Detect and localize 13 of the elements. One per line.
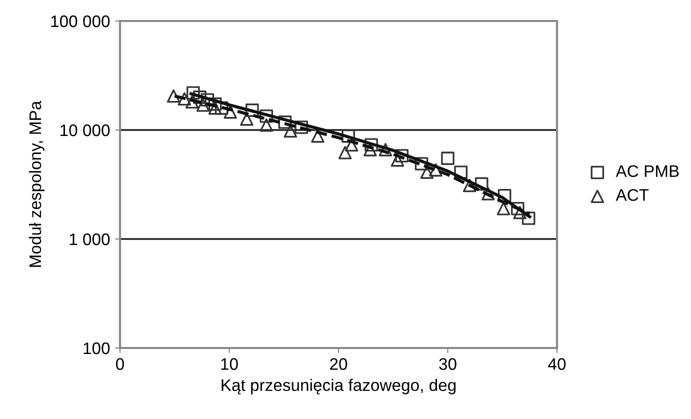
y-axis-title: Moduł zespolony, MPa <box>28 100 44 267</box>
legend-label: AC PMB <box>616 165 679 178</box>
y-tick-label: 100 <box>84 342 110 354</box>
x-axis-title: Kąt przesunięcia fazowego, deg <box>222 378 456 394</box>
x-tick-label: 10 <box>221 358 238 370</box>
legend-label: ACT <box>616 189 649 201</box>
y-tick-label: 1 000 <box>70 233 110 246</box>
y-tick-label: 100 000 <box>51 15 110 28</box>
x-tick-label: 20 <box>330 358 348 370</box>
x-tick-label: 0 <box>116 358 124 370</box>
x-tick-label: 30 <box>439 358 456 370</box>
x-tick-label: 40 <box>548 358 566 370</box>
y-tick-label: 10 000 <box>60 124 110 136</box>
